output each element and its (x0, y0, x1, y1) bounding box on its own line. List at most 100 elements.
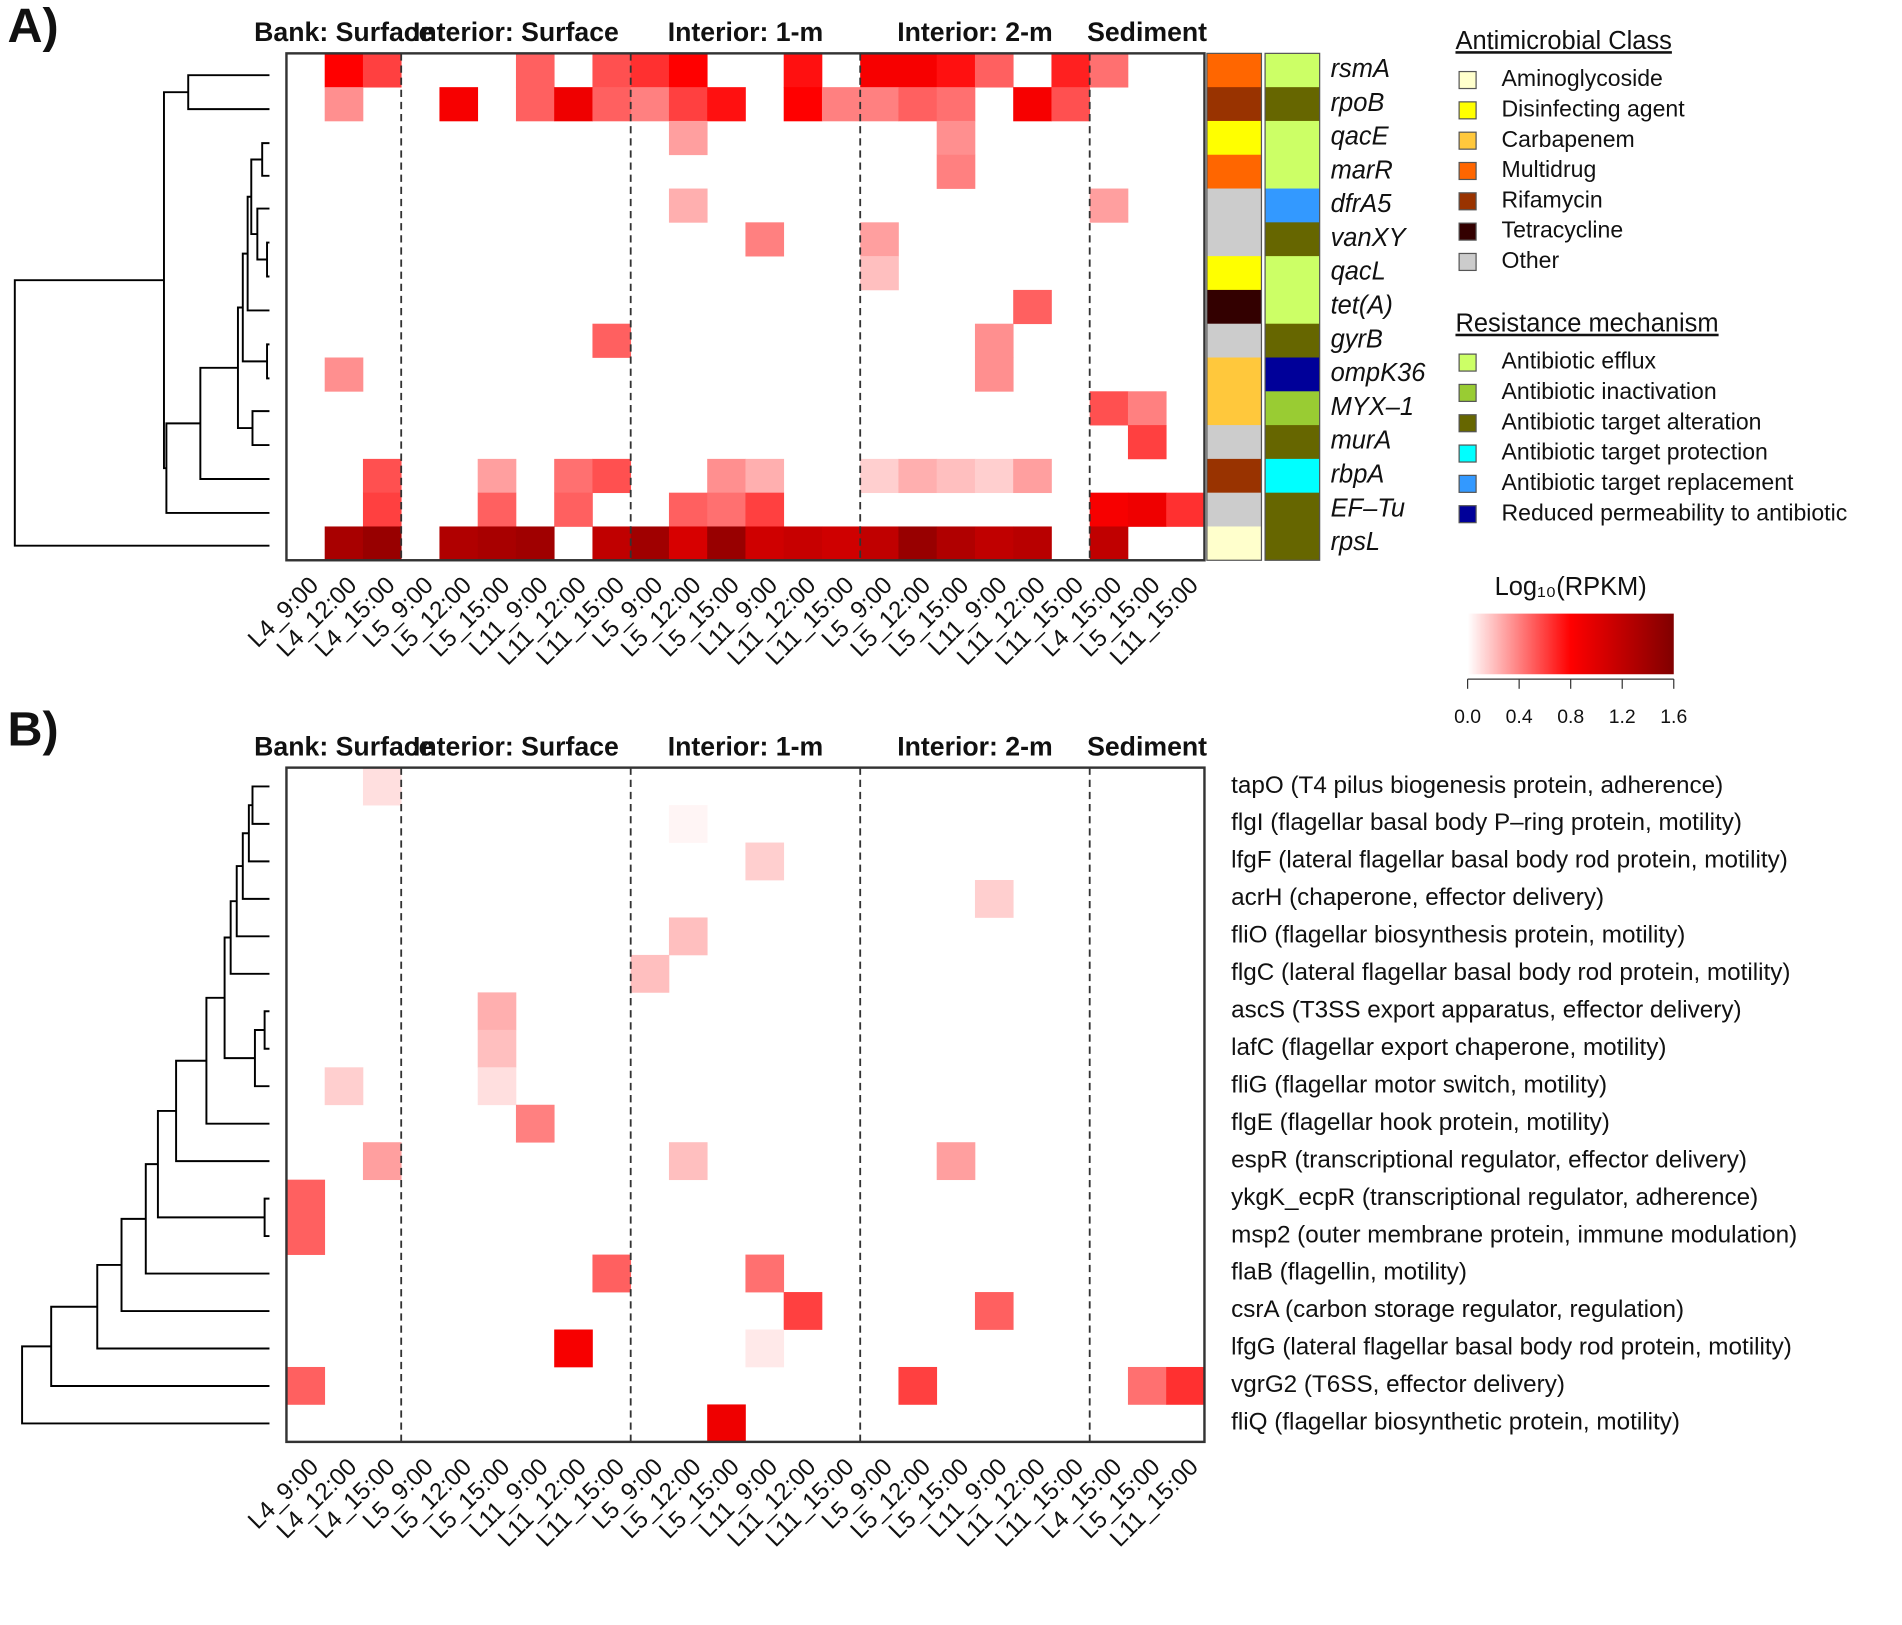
class-annotation (1206, 53, 1262, 88)
row-label: tet(A) (1331, 292, 1393, 320)
heat-cell (362, 492, 402, 527)
heat-cell (1051, 53, 1091, 88)
row-label: csrA (carbon storage regulator, regulati… (1231, 1296, 1684, 1323)
legend-swatch (1458, 444, 1477, 463)
legend-swatch (1458, 222, 1477, 241)
row-label: lfgF (lateral flagellar basal body rod p… (1231, 847, 1788, 874)
heat-cell (1089, 492, 1129, 527)
heat-cell (630, 954, 670, 993)
heat-cell (362, 1142, 402, 1181)
heat-cell (898, 53, 938, 88)
mechanism-annotation (1265, 391, 1320, 426)
dendrogram-branch (187, 74, 270, 111)
heat-cell (592, 458, 632, 494)
heat-cell (1013, 289, 1052, 325)
panel-label: A) (8, 0, 59, 53)
heat-cell (554, 1329, 593, 1368)
row-label: flgC (lateral flagellar basal body rod p… (1231, 959, 1790, 986)
class-annotation (1206, 357, 1262, 392)
heat-cell (439, 526, 479, 561)
row-label: MYX–1 (1331, 393, 1414, 421)
dendrogram-branch (235, 865, 270, 938)
class-annotation (1206, 425, 1262, 460)
dendrogram-branch (162, 91, 189, 470)
heat-cell (668, 805, 708, 843)
heat-cell (477, 526, 517, 561)
mechanism-annotation (1265, 458, 1320, 494)
heat-cell (974, 1292, 1014, 1330)
heat-cell (936, 458, 976, 494)
row-label: espR (transcriptional regulator, effecto… (1231, 1146, 1747, 1173)
class-annotation (1206, 188, 1262, 223)
class-annotation (1206, 154, 1262, 189)
dendrogram-branch (236, 306, 253, 430)
heat-cell (630, 526, 670, 561)
group-label: Sediment (1087, 17, 1207, 47)
colorbar-tick-label: 1.2 (1609, 706, 1636, 728)
row-label: ykgK_ecpR (transcriptional regulator, ad… (1231, 1184, 1758, 1211)
heat-cell (707, 492, 746, 527)
heat-cell (783, 87, 823, 122)
legend-swatch (1458, 70, 1477, 90)
class-annotation (1206, 492, 1262, 527)
row-label: acrH (chaperone, effector delivery) (1231, 884, 1604, 911)
heat-cell (860, 256, 899, 291)
heat-cell (324, 87, 364, 122)
heat-cell (974, 323, 1014, 358)
mechanism-annotation (1265, 53, 1320, 88)
heat-cell (707, 1404, 746, 1443)
heat-cell (1127, 492, 1167, 527)
mechanism-annotation (1265, 154, 1320, 189)
dendrograms (13, 74, 270, 1425)
group-label: Interior: Surface (413, 731, 619, 761)
heat-cell (783, 1292, 823, 1330)
heat-cell (745, 526, 785, 561)
heat-cell (668, 188, 708, 223)
heat-cell (821, 526, 861, 561)
row-label: rpsL (1331, 528, 1381, 556)
heat-cell (592, 53, 632, 88)
heat-cell (324, 357, 364, 392)
heat-cell (362, 53, 402, 88)
heat-cell (974, 458, 1014, 494)
legend-label: Antibiotic target replacement (1502, 469, 1794, 495)
row-label: fliQ (flagellar biosynthetic protein, mo… (1231, 1409, 1680, 1436)
heat-cell (860, 526, 899, 561)
row-label: qacL (1331, 258, 1386, 286)
dendrogram-branch (261, 142, 270, 177)
heat-cell (860, 458, 899, 494)
heat-cell (515, 526, 555, 561)
row-label: fliO (flagellar biosynthesis protein, mo… (1231, 922, 1685, 949)
heat-cell (477, 992, 517, 1031)
heat-cell (936, 87, 976, 122)
group-label: Bank: Surface (254, 17, 433, 47)
mechanism-annotation (1265, 188, 1320, 223)
legend-swatch (1458, 414, 1477, 433)
legend-swatch (1458, 353, 1477, 372)
dendrogram-branch (13, 279, 270, 547)
class-annotation (1206, 323, 1262, 358)
heat-cell (707, 526, 746, 561)
heat-cell (898, 1366, 938, 1405)
heat-cell (783, 526, 823, 561)
heat-cell (1127, 425, 1167, 460)
legend-swatch (1458, 252, 1477, 272)
colorbar-title: Log₁₀(RPKM) (1495, 573, 1647, 601)
row-label: flgI (flagellar basal body P–ring protei… (1231, 809, 1742, 836)
heatmap-frame (285, 766, 1206, 1444)
dendrogram-branch (263, 1197, 270, 1238)
group-label: Interior: 2-m (897, 731, 1053, 761)
heat-cell (554, 87, 593, 122)
row-label: vanXY (1331, 224, 1408, 252)
mechanism-annotation (1265, 323, 1320, 358)
heat-cell (974, 526, 1014, 561)
annotation-frame (1264, 52, 1321, 561)
heatmap-frame (285, 52, 1206, 562)
heat-cell (1013, 458, 1052, 494)
dendrogram-branch (241, 252, 268, 363)
dendrogram-branch (266, 241, 270, 278)
heat-cell (324, 53, 364, 88)
heat-cell (936, 120, 976, 156)
heat-cell (745, 458, 785, 494)
heat-cell (668, 1142, 708, 1181)
